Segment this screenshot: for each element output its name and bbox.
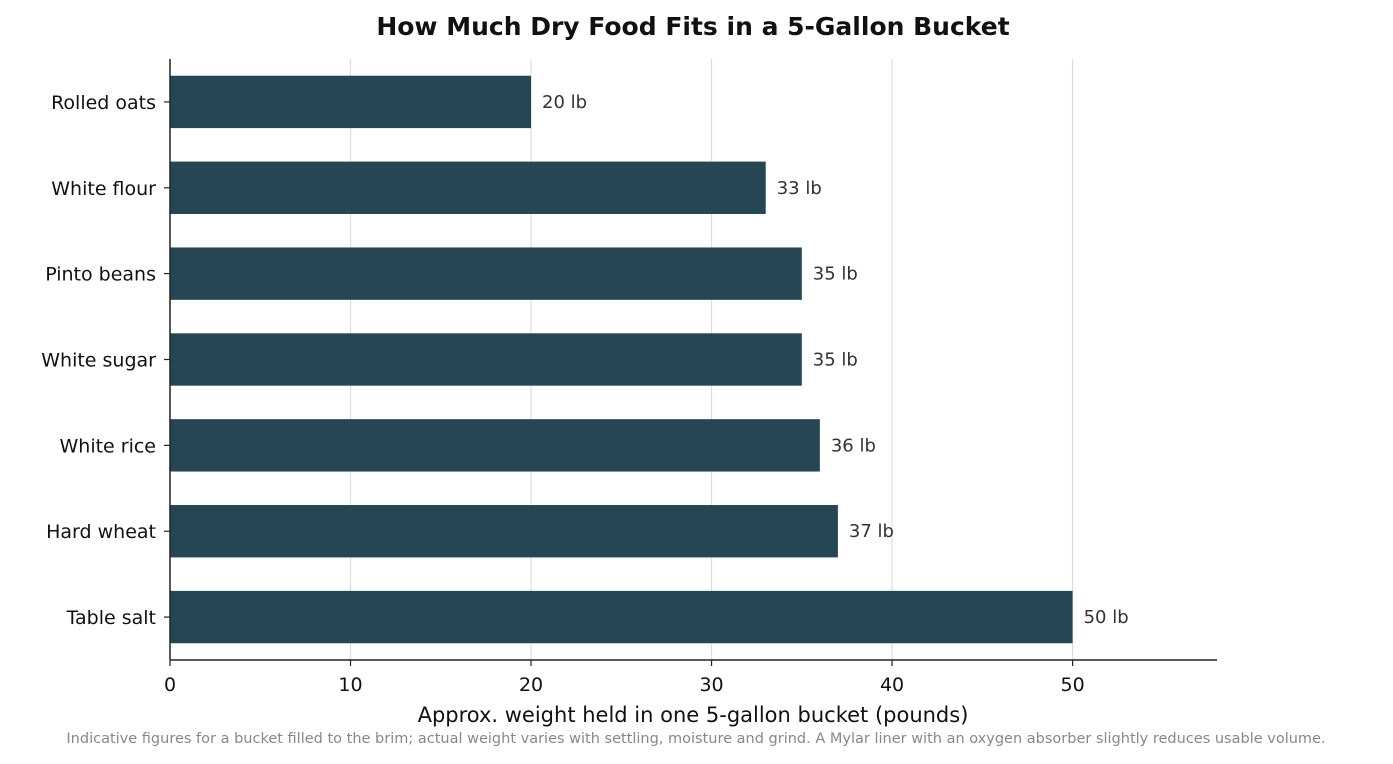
y-tick-label: Table salt <box>66 607 156 629</box>
ticks: 0 10 20 30 40 50 Rolled oats White flour Pinto b… <box>41 92 1084 696</box>
footnote: Indicative figures for a bucket filled t… <box>66 731 1325 747</box>
y-tick-label: White flour <box>51 178 156 200</box>
x-tick-label: 50 <box>1060 674 1084 696</box>
bar <box>170 590 1073 644</box>
bar <box>170 419 820 472</box>
x-axis-label: Approx. weight held in one 5-gallon buck… <box>418 703 969 727</box>
bars: 20 lb 33 lb 35 lb 35 lb 36 lb 37 lb 50 lb <box>170 75 1129 644</box>
data-label: 50 lb <box>1084 607 1129 628</box>
x-tick-label: 30 <box>699 674 723 696</box>
x-tick-label: 0 <box>164 674 176 696</box>
data-label: 36 lb <box>831 435 876 456</box>
x-tick-label: 40 <box>880 674 904 696</box>
data-label: 20 lb <box>542 92 587 113</box>
bar <box>170 333 802 386</box>
bar <box>170 247 802 300</box>
y-tick-label: Hard wheat <box>46 521 156 543</box>
x-tick-label: 10 <box>338 674 362 696</box>
bar <box>170 505 838 558</box>
bar <box>170 161 766 214</box>
y-tick-label: White rice <box>59 435 156 457</box>
y-tick-label: Pinto beans <box>45 264 156 286</box>
data-label: 33 lb <box>777 178 822 199</box>
data-label: 35 lb <box>813 264 858 285</box>
y-tick-label: Rolled oats <box>51 92 156 114</box>
y-tick-label: White sugar <box>41 350 156 372</box>
bar <box>170 75 532 129</box>
data-label: 37 lb <box>849 521 894 542</box>
data-label: 35 lb <box>813 350 858 371</box>
x-tick-label: 20 <box>519 674 543 696</box>
chart-title: How Much Dry Food Fits in a 5-Gallon Buc… <box>376 12 1009 41</box>
